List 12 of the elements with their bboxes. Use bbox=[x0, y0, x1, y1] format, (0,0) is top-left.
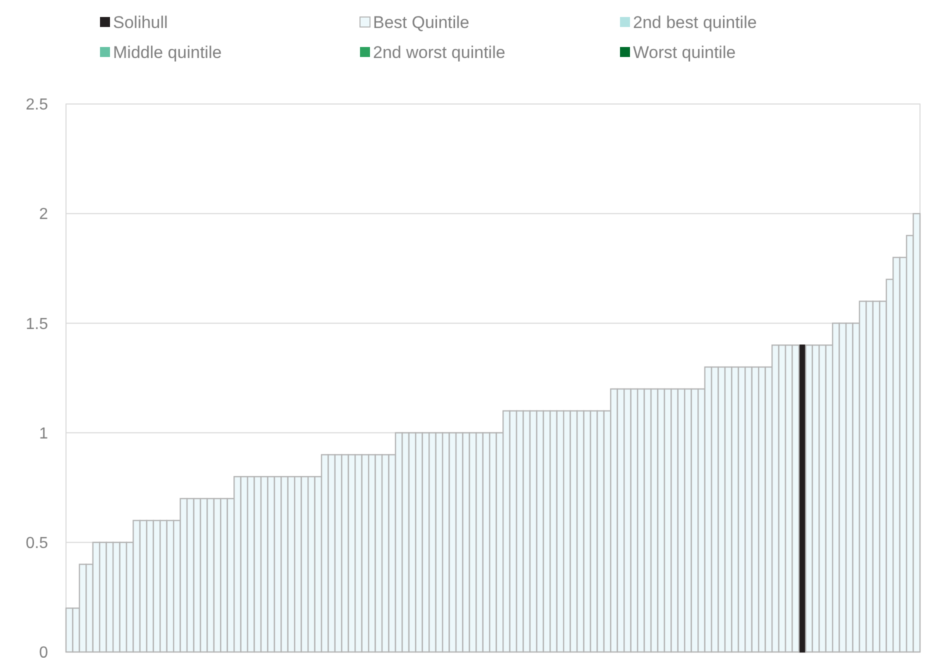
legend-label: Middle quintile bbox=[113, 42, 222, 62]
legend-label: Best Quintile bbox=[373, 12, 470, 32]
y-tick-label: 1.5 bbox=[26, 316, 48, 333]
y-tick-label: 2.5 bbox=[26, 96, 48, 114]
y-tick-label: 0 bbox=[39, 644, 48, 658]
legend-label: 2nd worst quintile bbox=[373, 42, 506, 62]
legend-label: Solihull bbox=[113, 12, 168, 32]
legend-label: Worst quintile bbox=[633, 42, 736, 62]
legend-label: 2nd best quintile bbox=[633, 12, 757, 32]
y-tick-label: 0.5 bbox=[26, 535, 48, 552]
y-tick-label: 2 bbox=[39, 206, 48, 224]
y-tick-label: 1 bbox=[39, 425, 48, 442]
